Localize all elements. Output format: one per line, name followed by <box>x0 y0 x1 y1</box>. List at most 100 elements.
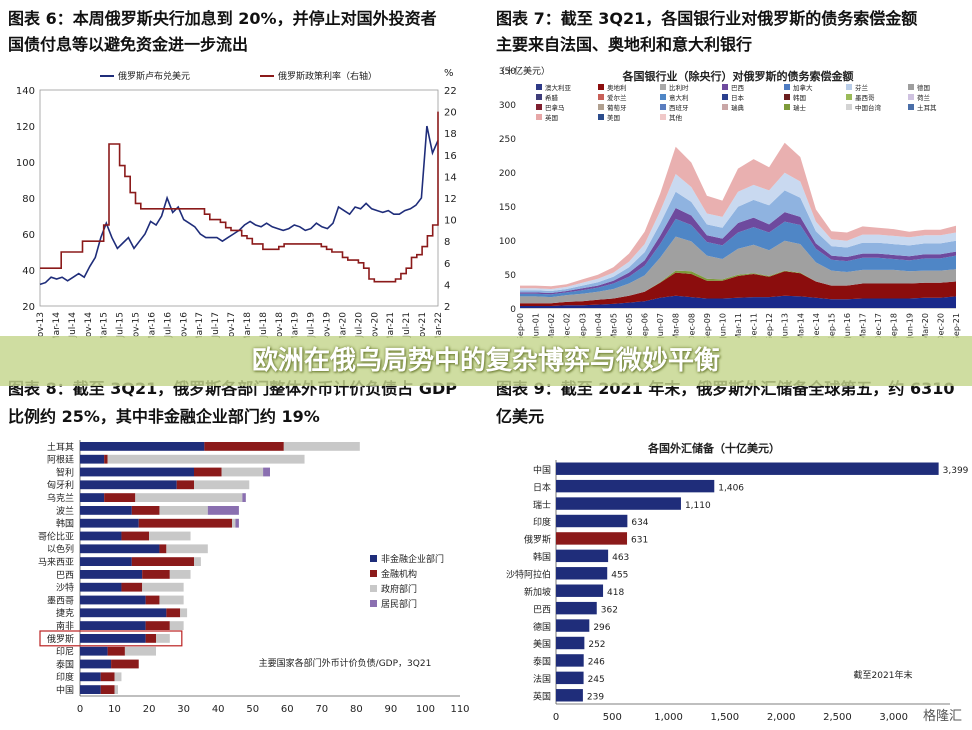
fig7-title-line2: 主要来自法国、奥地利和意大利银行 <box>496 35 753 54</box>
fig9-value-label: 245 <box>588 675 605 685</box>
fig8-bar-segment <box>221 467 264 477</box>
fig8-bar-segment <box>111 659 139 669</box>
fig6-right-tick-label: 10 <box>444 216 457 227</box>
fig7-legend-swatch <box>722 84 728 90</box>
fig8-category-label: 墨西哥 <box>47 595 74 606</box>
fig8-x-tick-label: 50 <box>246 704 259 715</box>
fig7-y-tick-label: 200 <box>499 169 516 179</box>
fig9-category-label: 印度 <box>533 516 551 528</box>
fig8-highlight-box <box>39 630 183 647</box>
fig7-legend-swatch <box>660 84 666 90</box>
fig7-x-tick-label: Sep-12 <box>765 313 774 338</box>
fig7-area-layer <box>520 295 956 308</box>
fig8-bar-segment <box>135 493 243 502</box>
fig7-title-line1: 图表 7：截至 3Q21，各国银行业对俄罗斯的债务索偿金额 <box>496 9 918 28</box>
fig8-bar-segment <box>100 685 115 694</box>
fig8-bar-segment <box>80 621 146 630</box>
fig6-title-line2: 国债付息等以避免资金进一步流出 <box>8 35 249 54</box>
fig9-category-label: 法国 <box>533 673 551 685</box>
fig9-x-tick-label: 1,500 <box>711 712 740 723</box>
fig6-rate-line <box>40 111 439 283</box>
fig7-x-tick-label: Mar-20 <box>921 313 930 338</box>
fig8-legend-label: 居民部门 <box>381 598 417 610</box>
fig8-bar-segment <box>142 570 170 579</box>
fig8-bar-segment <box>80 646 108 656</box>
fig8-bar-segment <box>80 518 139 528</box>
fig9-value-label: 455 <box>611 571 628 581</box>
fig9-category-label: 中国 <box>533 464 551 476</box>
fig8-x-tick-label: 80 <box>350 704 363 715</box>
fig8-bar-segment <box>80 454 105 464</box>
fig8-bar-segment <box>80 582 122 592</box>
fig7-legend-label: 中国台湾 <box>855 103 882 112</box>
fig9-bar <box>556 514 628 528</box>
fig7-legend-swatch <box>846 94 852 100</box>
fig8-category-label: 巴西 <box>56 570 74 581</box>
fig7-x-tick-label: Mar-11 <box>734 313 743 338</box>
fig7-area-layer <box>520 218 956 298</box>
fig9-category-label: 瑞士 <box>533 499 551 511</box>
fig8-bar-segment <box>80 544 160 554</box>
fig6-line-chart: 20 40 60 80 100 120 140 2 4 6 8 10 12 14 16 18 20 22% Nov-… <box>16 68 457 338</box>
fig6-x-tick-label: Mar-22 <box>434 312 444 338</box>
fig8-category-label: 智利 <box>56 466 74 478</box>
fig6-x-tick-label: Jul-18 <box>259 312 269 338</box>
fig7-legend-swatch <box>908 104 914 110</box>
fig9-value-label: 252 <box>588 640 605 650</box>
fig9-value-label: 296 <box>593 623 610 633</box>
fig7-area-layer <box>520 172 956 291</box>
fig8-bar-segment <box>169 570 191 579</box>
fig7-legend-label: 希腊 <box>545 93 559 102</box>
fig8-bar-segment <box>145 634 156 643</box>
fig7-unit-label: （十亿美元） <box>496 65 550 77</box>
fig8-bar-segment <box>145 621 170 630</box>
fig7-x-tick-label: Dec-14 <box>812 313 821 338</box>
fig6-left-tick-label: 20 <box>22 302 35 313</box>
fig8-bar-segment <box>80 608 167 618</box>
fig8-bar-segment <box>142 582 184 592</box>
fig9-category-label: 沙特阿拉伯 <box>506 569 551 581</box>
fig7-legend-label: 墨西哥 <box>855 94 875 102</box>
fig8-bar-segment <box>149 531 191 541</box>
fig7-x-tick-label: Sep-15 <box>827 313 836 338</box>
fig8-category-label: 土耳其 <box>47 441 74 453</box>
fig9-x-tick-label: 2,500 <box>823 712 852 723</box>
fig8-category-label: 中国 <box>56 684 74 696</box>
fig8-x-tick-label: 110 <box>450 704 469 715</box>
fig7-legend-label: 奥地利 <box>607 83 627 92</box>
fig8-legend-swatch <box>370 555 377 562</box>
fig6-x-tick-label: Mar-17 <box>195 312 205 338</box>
fig8-bar-segment <box>180 608 188 618</box>
fig7-legend-swatch <box>908 84 914 90</box>
fig7-legend-swatch <box>536 94 542 100</box>
fig7-x-tick-label: Mar-08 <box>672 313 681 338</box>
fig7-legend-swatch <box>846 84 852 90</box>
fig7-legend-label: 爱尔兰 <box>607 93 627 102</box>
fig6-right-tick-label: 14 <box>444 172 457 183</box>
fig7-legend-swatch <box>784 84 790 90</box>
fig9-category-label: 美国 <box>533 638 551 650</box>
fig7-x-tick-label: Jun-01 <box>532 313 541 338</box>
fig7-area-layer <box>520 208 956 295</box>
fig8-bar-segment <box>80 467 194 477</box>
fig9-bar <box>556 567 608 580</box>
fig7-x-tick-label: Mar-14 <box>796 313 805 338</box>
fig8-x-tick-label: 70 <box>315 704 328 715</box>
fig8-bar-segment <box>138 518 232 528</box>
fig8-bar-segment <box>80 570 143 579</box>
fig8-bar-segment <box>194 467 222 477</box>
fig8-category-label: 泰国 <box>56 658 74 670</box>
fig6-left-tick-label: 140 <box>16 86 35 97</box>
fig8-category-label: 南非 <box>56 620 74 632</box>
fig6-x-tick-label: Nov-20 <box>370 312 380 338</box>
fig8-bar-segment <box>194 480 250 490</box>
fig8-bar-segment <box>232 518 236 528</box>
fig9-bar <box>556 601 597 615</box>
fig8-category-label: 匈牙利 <box>47 479 74 491</box>
fig7-legend-label: 葡萄牙 <box>607 103 627 112</box>
fig9-title-line2: 亿美元 <box>496 407 545 426</box>
fig8-x-tick-label: 60 <box>281 704 294 715</box>
fig8-category-label: 乌克兰 <box>47 492 74 504</box>
fig6-x-tick-label: Nov-19 <box>323 312 333 338</box>
fig9-value-label: 634 <box>631 518 648 528</box>
